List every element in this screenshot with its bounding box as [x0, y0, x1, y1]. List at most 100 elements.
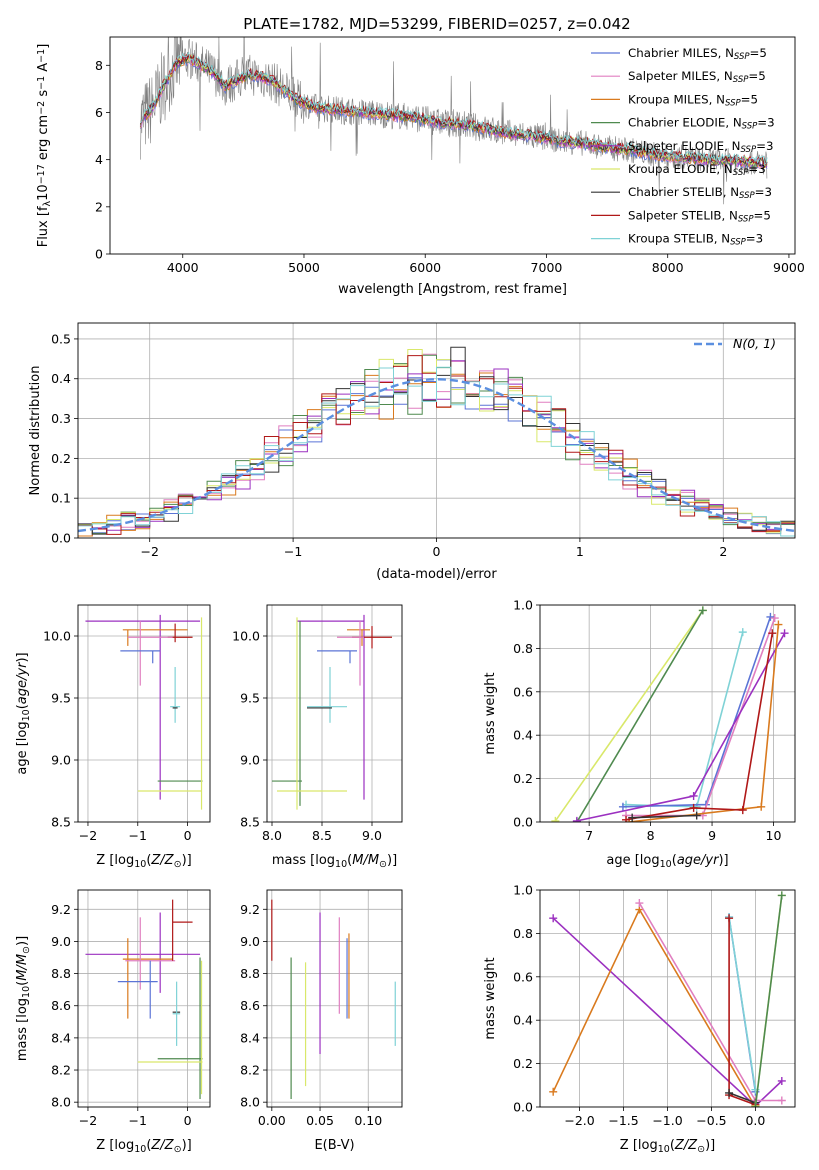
weight-series-salpeter_stelib: [622, 629, 777, 822]
weight-series-kroupa_stelib: [725, 913, 760, 1094]
weight-series-chabrier_elodie: [751, 891, 786, 1107]
axes-frame: [109, 36, 796, 255]
weight-marker: [777, 1076, 786, 1085]
errorbar-salpeter_elodie: [85, 912, 201, 993]
weight-series-salpeter_miles: [622, 614, 779, 820]
axes-frame: [539, 889, 796, 1108]
model-spectrum-salpeter_stelib: [139, 53, 768, 166]
weight-marker: [692, 811, 701, 820]
y-axis-label: mass [log10(M/M⊙)]: [15, 936, 32, 1061]
x-tick-label: 1: [576, 544, 584, 559]
y-tick-label: 8.8: [240, 966, 260, 981]
weight-series-salpeter_miles: [635, 899, 786, 1105]
y-tick-label: 0.5: [51, 331, 71, 346]
errorbar-kroupa_elodie: [137, 960, 203, 1095]
y-tick-label: 9.0: [240, 934, 260, 949]
plot-area-2: [78, 605, 210, 822]
weight-marker: [572, 816, 581, 822]
x-tick-label: 7000: [531, 260, 563, 275]
model-spectrum-kroupa_stelib: [139, 51, 768, 165]
axes-frame: [266, 889, 403, 1108]
legend-label-chabrier_miles: Chabrier MILES, NSSP=5: [628, 46, 767, 62]
x-tick-label: 10: [766, 828, 782, 843]
weight-marker: [628, 813, 637, 822]
errorbar-kroupa_miles: [122, 629, 188, 646]
legend-label-kroupa_elodie: Kroupa ELODIE, NSSP=3: [628, 162, 766, 178]
x-axis-label: (data-model)/error: [376, 567, 497, 582]
x-tick-label: −1: [284, 544, 302, 559]
errorbar-salpeter_miles: [127, 621, 173, 686]
y-tick-label: 9.2: [240, 902, 260, 917]
y-tick-label: 0: [95, 247, 103, 262]
panel-2: −2 −1 0 8.5 9.0 9.5 10.0 Z [log10(Z/Z⊙)] age [lo…: [15, 604, 211, 870]
y-tick-label: 0.2: [51, 451, 71, 466]
y-tick-label: 0.8: [513, 641, 533, 656]
y-tick-label: 6: [95, 105, 103, 120]
y-tick-label: 9.0: [51, 934, 71, 949]
x-tick-label: 0.0: [745, 1113, 765, 1128]
errorbar-chabrier_miles: [120, 650, 161, 664]
legend-label-salpeter_stelib: Salpeter STELIB, NSSP=5: [628, 208, 771, 224]
weight-marker: [757, 802, 766, 811]
errorbar-salpeter_elodie: [297, 614, 365, 800]
y-tick-label: 8.5: [240, 815, 260, 830]
axes-frame: [266, 604, 403, 823]
panel-5: −2 −1 0 8.0 8.2 8.4 8.6 8.8 9.0 9.2 Z [log10(Z/Z⊙)…: [15, 889, 211, 1155]
weight-series-chabrier_elodie: [572, 606, 707, 822]
weight-marker: [738, 628, 747, 637]
x-tick-label: 6000: [409, 260, 441, 275]
weight-marker: [766, 612, 775, 621]
errorbar-kroupa_stelib: [307, 667, 347, 723]
legend-label-kroupa_stelib: Kroupa STELIB, NSSP=3: [628, 232, 763, 248]
weight-series-kroupa_elodie: [551, 606, 707, 822]
x-tick-label: 4000: [167, 260, 199, 275]
panel-0: 4000 5000 6000 7000 8000 9000 0 2 4 6 8 Chabrier MI…: [36, 36, 805, 297]
weight-marker: [768, 629, 777, 638]
legend-label-chabrier_elodie: Chabrier ELODIE, NSSP=3: [628, 116, 775, 132]
y-tick-label: 4: [95, 152, 103, 167]
weight-marker: [635, 899, 644, 908]
x-tick-label: 9: [708, 828, 716, 843]
legend-label-salpeter_miles: Salpeter MILES, NSSP=5: [628, 69, 766, 85]
weight-marker: [551, 816, 560, 822]
weight-series-salpeter_elodie: [572, 629, 789, 822]
legend-label-normal: N(0, 1): [733, 336, 776, 351]
weight-marker: [689, 803, 698, 812]
y-tick-label: 0.0: [513, 815, 533, 830]
y-tick-label: 8: [95, 58, 103, 73]
y-tick-label: 0.2: [513, 1056, 533, 1071]
y-tick-label: 8.6: [51, 998, 71, 1013]
x-tick-label: −1: [129, 1113, 147, 1128]
x-tick-label: −1.0: [652, 1113, 682, 1128]
y-tick-label: 9.2: [51, 902, 71, 917]
weight-series-kroupa_stelib: [622, 628, 747, 811]
weight-marker: [549, 914, 558, 923]
x-tick-label: −0.5: [696, 1113, 726, 1128]
x-tick-label: 0: [184, 828, 192, 843]
panel-1: −2 −1 0 1 2 0.0 0.1 0.2 0.3 0.4 0.5 N(0, 1) (data-mo…: [28, 322, 796, 582]
y-tick-label: 0.4: [513, 728, 533, 743]
y-tick-label: 0.6: [513, 684, 533, 699]
x-axis-label: Z [log10(Z/Z⊙)]: [96, 1138, 191, 1155]
plot-area-4: [540, 605, 795, 822]
x-tick-label: −2.0: [564, 1113, 594, 1128]
weight-marker: [738, 806, 747, 815]
weight-marker: [751, 1103, 760, 1107]
y-tick-label: 0.8: [513, 926, 533, 941]
y-tick-label: 1.0: [513, 598, 533, 613]
x-tick-label: 8.0: [262, 828, 282, 843]
x-tick-label: 8: [647, 828, 655, 843]
x-axis-label: wavelength [Angstrom, rest frame]: [338, 282, 567, 297]
y-tick-label: 8.4: [240, 1030, 260, 1045]
y-tick-label: 8.2: [240, 1063, 260, 1078]
x-axis-label: Z [log10(Z/Z⊙)]: [620, 1138, 715, 1155]
errorbar-chabrier_elodie: [157, 957, 203, 1099]
weight-marker: [774, 620, 783, 629]
weight-marker: [777, 891, 786, 900]
weight-marker: [780, 629, 789, 638]
y-tick-label: 0.6: [513, 969, 533, 984]
figure-title: PLATE=1782, MJD=53299, FIBERID=0257, z=0…: [243, 15, 630, 33]
normal-curve: [78, 377, 795, 533]
errorbar-kroupa_miles: [122, 938, 173, 1019]
x-tick-label: 7: [585, 828, 593, 843]
